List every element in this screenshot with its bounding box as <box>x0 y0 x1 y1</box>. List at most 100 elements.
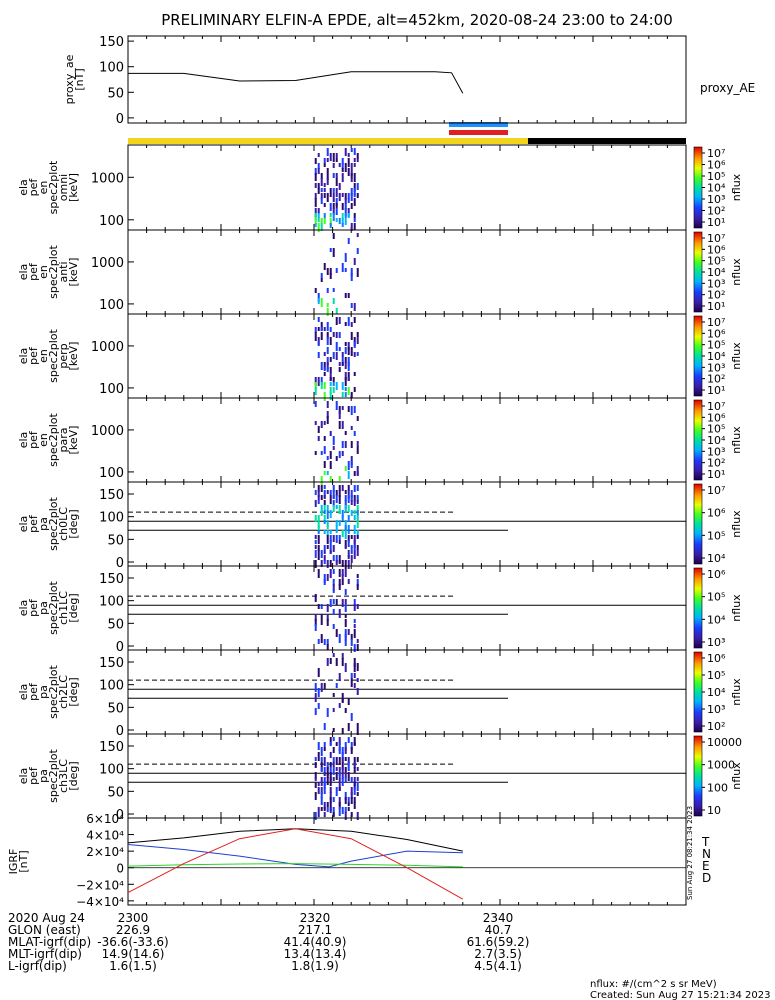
spectrogram-cell <box>344 193 347 200</box>
spectrogram-cell <box>326 337 329 345</box>
panel-frame <box>127 817 687 906</box>
spectrogram-cell <box>329 510 332 518</box>
y-axis-label: [deg] <box>67 593 80 622</box>
spectrogram-cell <box>353 148 356 155</box>
spectrogram-cell <box>314 193 317 199</box>
colorbar <box>693 567 703 649</box>
spectrogram-cell <box>326 148 329 156</box>
spectrogram-cell <box>344 604 347 612</box>
y-tick-label: 0 <box>116 808 124 823</box>
spectrogram-cell <box>344 203 347 210</box>
spectrogram-cell <box>335 382 338 390</box>
spectrogram-cell <box>338 193 341 201</box>
spectrogram-cell <box>341 213 344 219</box>
colorbar-tick-label: 10⁶ <box>707 652 726 665</box>
spectrogram-cell <box>338 579 341 586</box>
panel-en_anti: elapefenspec2plotanti[keV]10⁷10⁶10⁵10⁴10… <box>17 229 743 316</box>
spectrogram-cell <box>323 767 326 775</box>
spectrogram-cell <box>344 362 347 369</box>
spectrogram-cell <box>353 604 356 611</box>
spectrogram-cell <box>344 431 347 435</box>
spectrogram-cell <box>314 490 317 495</box>
spectrogram-cell <box>320 683 323 692</box>
spectrogram-cell <box>320 173 323 179</box>
spectrogram-cell <box>314 777 317 781</box>
spectrogram-cell <box>323 555 326 561</box>
spectrogram-cell <box>329 807 332 813</box>
spectrogram-cell <box>353 644 356 652</box>
spectrogram-cell <box>338 218 341 224</box>
spectrogram-cell <box>353 213 356 218</box>
spectrogram-cell <box>329 387 332 394</box>
spectrogram-cell <box>332 173 335 178</box>
y-axis-label: omni <box>57 174 70 201</box>
colorbar-tick-label: 10¹ <box>707 300 725 313</box>
spectrogram-cell <box>329 535 332 542</box>
spectrogram-cell <box>344 792 347 800</box>
spectrogram-cell <box>317 168 320 174</box>
spectrogram-cell <box>338 540 341 544</box>
spectrogram-cell <box>329 268 332 275</box>
spectrogram-cell <box>347 550 350 557</box>
spectrogram-cell <box>356 535 359 539</box>
spectrogram-cell <box>320 797 323 805</box>
spectrogram-cell <box>332 436 335 445</box>
spectrogram-cell <box>341 158 344 164</box>
colorbar <box>693 483 703 565</box>
spectrogram-cell <box>323 203 326 207</box>
spectrogram-cell <box>314 158 317 164</box>
spectrogram-cell <box>344 747 347 754</box>
spectrogram-cell <box>341 421 344 429</box>
spectrogram-cell <box>335 317 338 325</box>
spectrogram-cell <box>350 510 353 516</box>
colorbar-tick-label: 10⁵ <box>707 423 725 436</box>
spectrogram-cell <box>320 757 323 762</box>
spectrogram-cell <box>344 377 347 386</box>
spectrogram-cell <box>353 624 356 628</box>
spectrogram-cell <box>353 787 356 795</box>
spectrogram-cell <box>332 193 335 202</box>
spectrogram-cell <box>326 416 329 424</box>
panel-igrf: IGRF[nT] 6×10⁴ 4×10⁴ 2×10⁴ 0 −2×10⁴ −4×10⁴ TNED… <box>7 806 711 909</box>
panel-frame <box>127 565 687 651</box>
panel-frame <box>127 481 687 567</box>
spectrogram-cell <box>323 530 326 534</box>
spectrogram-cell <box>341 569 344 576</box>
spectrogram-cell <box>326 173 329 180</box>
colorbar-tick-label: 10⁵ <box>707 669 725 682</box>
y-axis-label: pa <box>37 601 50 615</box>
spectrogram-cell <box>350 500 353 505</box>
spectrogram-cell <box>323 782 326 789</box>
spectrogram-cell <box>347 540 350 547</box>
spectrogram-cell <box>323 742 326 747</box>
colorbar-tick-label: 10⁴ <box>707 350 726 363</box>
colorbar-tick-label: 10³ <box>707 703 725 716</box>
spectrogram-cell <box>317 555 320 560</box>
spectrogram-cell <box>353 540 356 548</box>
spectrogram-cell <box>347 461 350 470</box>
spectrogram-cell <box>323 263 326 270</box>
spectrogram-cell <box>350 178 353 182</box>
y-axis-label: ch0LC <box>57 507 70 541</box>
spectrogram-cell <box>356 723 359 728</box>
spectrogram-cell <box>317 550 320 555</box>
spectrogram-cell <box>344 540 347 548</box>
spectrogram-cell <box>329 530 332 534</box>
spectrogram-cell <box>335 342 338 351</box>
panel-frame <box>127 144 687 231</box>
colorbar-tick-label: 10⁷ <box>707 232 725 245</box>
spectrogram-cell <box>314 792 317 800</box>
spectrogram-cell <box>317 807 320 812</box>
y-axis-label: [keV] <box>67 173 80 202</box>
spectrogram-cell <box>341 693 344 702</box>
spectrogram-cell <box>356 416 359 421</box>
spectrogram-cell <box>320 322 323 331</box>
spectrogram-cell <box>335 525 338 533</box>
spectrogram-cell <box>344 757 347 761</box>
spectrogram-cell <box>344 441 347 448</box>
spectrogram-cell <box>335 173 338 178</box>
footer-label: 2020 Aug 24 <box>8 911 85 925</box>
spectrogram-cell <box>350 456 353 465</box>
y-axis-label: proxy_ae <box>63 54 76 104</box>
colorbar-tick-label: 10⁵ <box>707 255 725 268</box>
